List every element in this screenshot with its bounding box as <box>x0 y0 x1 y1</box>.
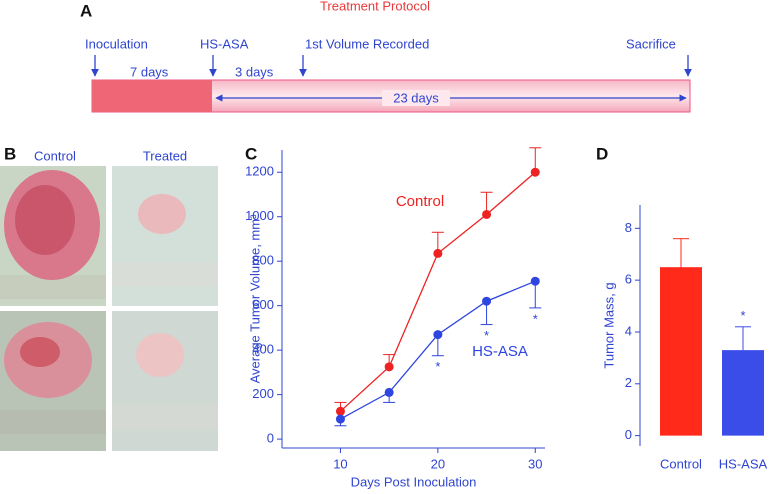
panel-title: Treatment Protocol <box>320 0 430 13</box>
data-point <box>482 296 492 306</box>
data-point <box>482 209 492 219</box>
panel-letter: B <box>4 144 16 163</box>
interval-label: 23 days <box>393 90 439 105</box>
x-tick-label: 20 <box>431 456 445 471</box>
event-label: Sacrifice <box>626 36 676 51</box>
significance-mark: * <box>484 328 489 343</box>
data-point <box>530 167 540 177</box>
photos <box>0 166 218 451</box>
x-tick-label: 30 <box>528 456 542 471</box>
data-point <box>335 406 345 416</box>
significance-mark: * <box>533 311 538 326</box>
y-axis-label: Tumor Mass, g <box>601 282 616 368</box>
significance-mark: * <box>435 359 440 374</box>
significance-mark: * <box>740 308 745 323</box>
column-label: Treated <box>143 148 187 163</box>
y-axis-label: Average Tumor Volume, mm³ <box>247 214 262 383</box>
y-tick-label: 1000 <box>245 208 274 223</box>
label-bg <box>382 90 450 106</box>
y-tick-label: 2 <box>625 375 632 390</box>
interval-label: 7 days <box>130 64 169 79</box>
interval-label: 3 days <box>235 64 274 79</box>
event-arrows <box>91 55 692 77</box>
data-point <box>384 362 394 372</box>
y-tick-label: 0 <box>267 431 274 446</box>
y-tick-label: 6 <box>625 272 632 287</box>
y-tick-label: 8 <box>625 220 632 235</box>
y-tick-label: 1200 <box>245 164 274 179</box>
event-label: 1st Volume Recorded <box>305 36 429 51</box>
panel-letter: C <box>245 144 257 163</box>
y-tick-label: 0 <box>625 427 632 442</box>
y-tick-label: 800 <box>252 253 274 268</box>
column-label: Control <box>34 148 76 163</box>
panel-letter: D <box>596 144 608 163</box>
x-axis-label: Days Post Inoculation <box>351 474 477 489</box>
x-tick-label: 10 <box>333 456 347 471</box>
y-tick-label: 4 <box>625 323 632 338</box>
x-tick-label: Control <box>660 456 702 471</box>
event-label: HS-ASA <box>200 36 249 51</box>
x-tick-label: HS-ASA <box>719 456 768 471</box>
y-tick-label: 600 <box>252 297 274 312</box>
series-label: HS-ASA <box>472 343 528 360</box>
event-label: Inoculation <box>85 36 148 51</box>
panel-letter: A <box>80 1 92 20</box>
data-point <box>433 248 443 258</box>
bar <box>722 350 764 436</box>
y-tick-label: 400 <box>252 342 274 357</box>
data-point <box>530 276 540 286</box>
data-point <box>335 414 345 424</box>
data-point <box>433 330 443 340</box>
series-label: Control <box>396 193 444 210</box>
data-point <box>384 387 394 397</box>
bar <box>660 267 702 436</box>
timeline-segment <box>92 80 212 112</box>
y-tick-label: 200 <box>252 386 274 401</box>
